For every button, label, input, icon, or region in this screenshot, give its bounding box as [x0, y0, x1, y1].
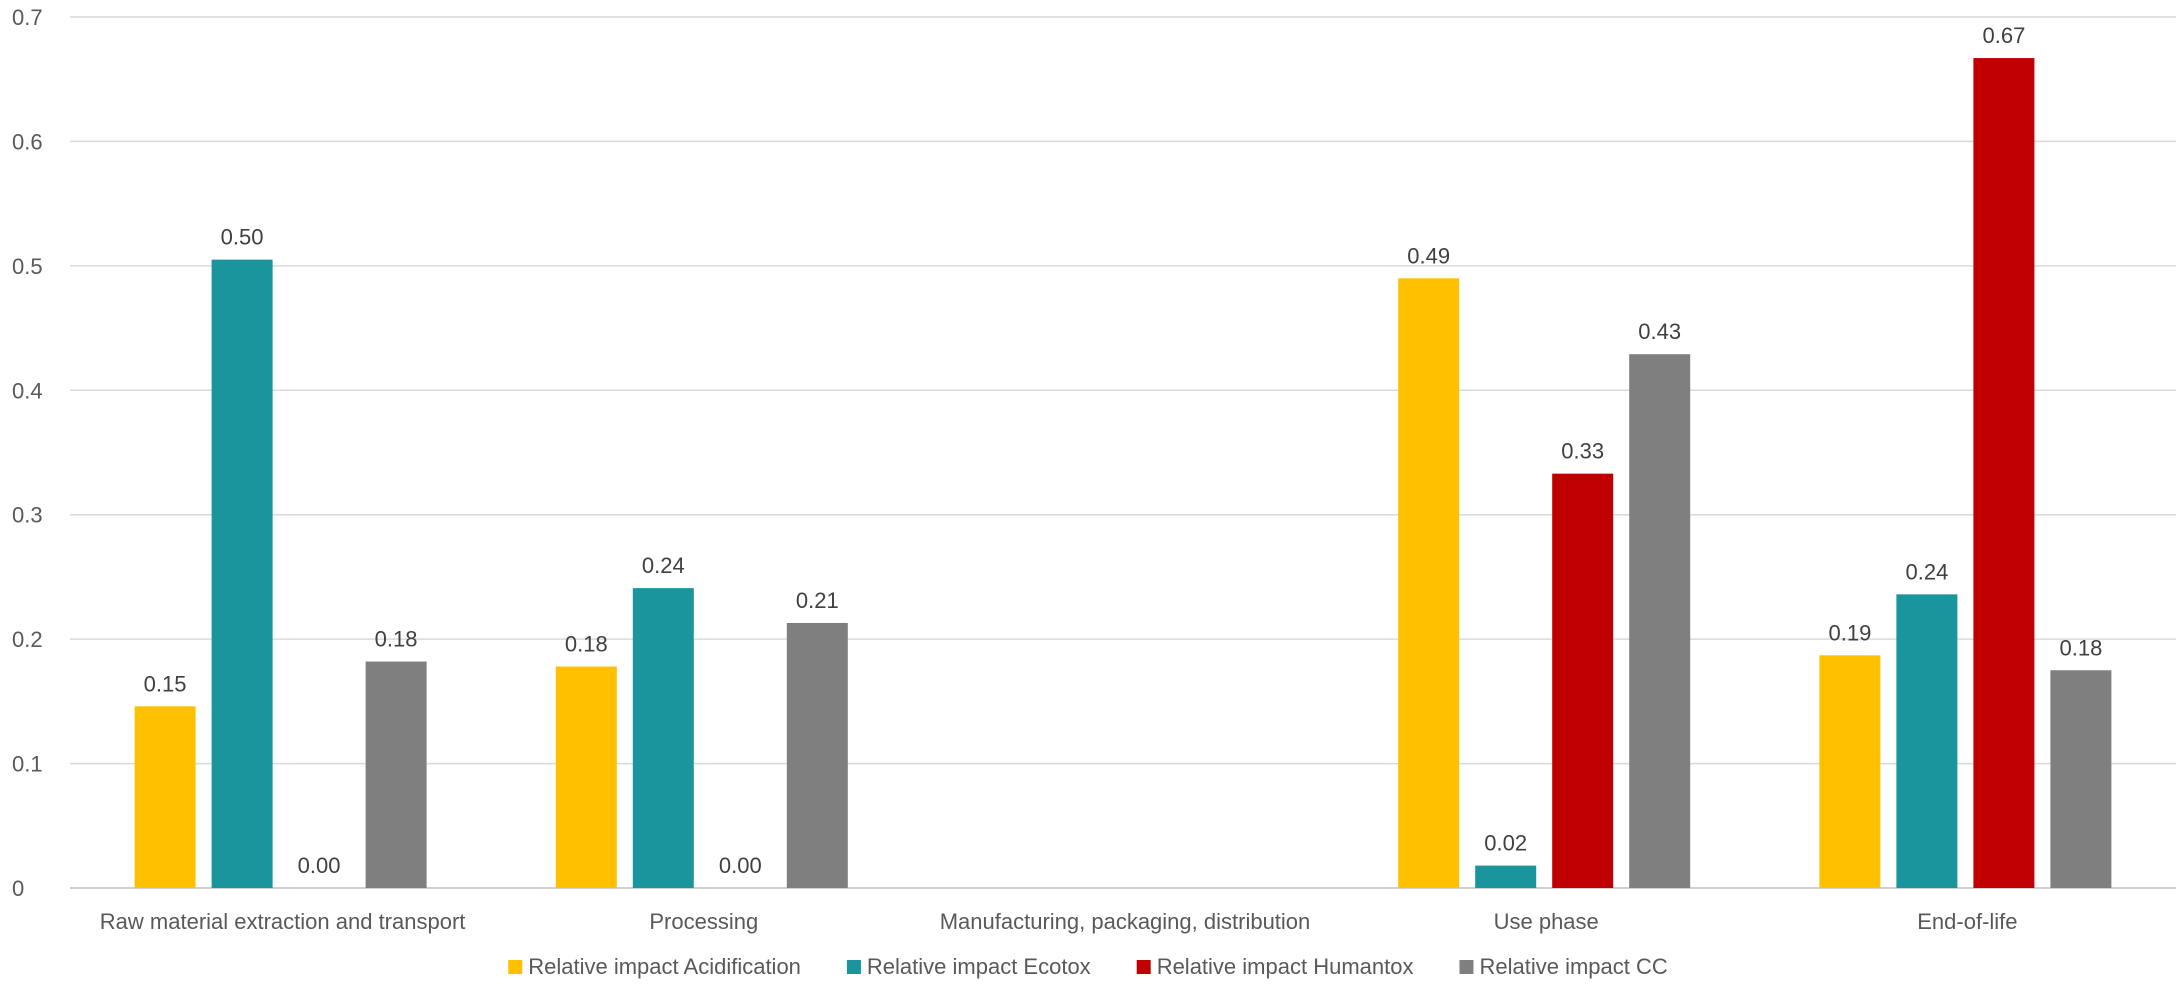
- bars: [134, 58, 2112, 889]
- data-label: 0.24: [642, 553, 685, 578]
- data-label: 0.50: [221, 225, 264, 250]
- bar: [555, 666, 617, 888]
- data-label: 0.18: [2059, 635, 2102, 660]
- bar: [1552, 473, 1614, 888]
- y-tick-label: 0.7: [12, 5, 43, 30]
- y-tick-label: 0: [12, 876, 24, 901]
- data-label: 0.02: [1484, 831, 1527, 856]
- x-category-label: Processing: [649, 909, 758, 934]
- legend-item: Relative impact Ecotox: [846, 954, 1091, 979]
- bar: [1819, 655, 1881, 888]
- bar: [1398, 278, 1460, 888]
- legend-swatch: [1136, 960, 1151, 974]
- data-label: 0.49: [1407, 243, 1450, 268]
- legend-item: Relative impact Acidification: [508, 954, 801, 979]
- bar: [786, 622, 848, 888]
- y-tick-label: 0.6: [12, 129, 43, 154]
- bar: [365, 661, 427, 888]
- y-tick-label: 0.3: [12, 503, 43, 528]
- data-label: 0.00: [719, 853, 762, 878]
- legend-swatch: [1459, 960, 1474, 974]
- legend-label: Relative impact Acidification: [528, 954, 801, 979]
- x-category-label: Raw material extraction and transport: [100, 909, 466, 934]
- bar: [1896, 594, 1958, 888]
- bar: [211, 259, 273, 888]
- y-tick-label: 0.2: [12, 627, 43, 652]
- legend-label: Relative impact CC: [1479, 954, 1667, 979]
- bar: [1475, 865, 1537, 888]
- bar: [1629, 354, 1691, 888]
- x-category-label: Use phase: [1494, 909, 1599, 934]
- legend-item: Relative impact Humantox: [1136, 954, 1414, 979]
- x-category-label: Manufacturing, packaging, distribution: [940, 909, 1311, 934]
- legend-swatch: [846, 960, 861, 974]
- data-label: 0.67: [1982, 23, 2025, 48]
- legend-label: Relative impact Humantox: [1157, 954, 1414, 979]
- data-labels: 0.15 0.50 0.00 0.18 0.18 0.24 0.00 0.21 0.49 0.02…: [144, 23, 2103, 878]
- legend-item: Relative impact CC: [1459, 954, 1668, 979]
- data-label: 0.21: [796, 588, 839, 613]
- bar: [134, 706, 196, 888]
- y-tick-label: 0.1: [12, 752, 43, 777]
- y-tick-label: 0.5: [12, 254, 43, 279]
- data-label: 0.19: [1828, 620, 1871, 645]
- data-label: 0.18: [375, 627, 418, 652]
- legend-label: Relative impact Ecotox: [867, 954, 1091, 979]
- data-label: 0.24: [1905, 559, 1948, 584]
- y-tick-label: 0.4: [12, 378, 43, 403]
- bar: [2050, 670, 2112, 888]
- x-category-label: End-of-life: [1917, 909, 2017, 934]
- data-label: 0.43: [1638, 319, 1681, 344]
- bar: [632, 588, 694, 888]
- y-axis-ticks: 0 0.1 0.2 0.3 0.4 0.5 0.6 0.7: [12, 5, 43, 901]
- legend: Relative impact Acidification Relative im…: [508, 954, 1668, 979]
- data-label: 0.15: [144, 671, 187, 696]
- x-axis-categories: Raw material extraction and transport Pro…: [100, 909, 2018, 934]
- legend-swatch: [508, 960, 523, 974]
- data-label: 0.18: [565, 632, 608, 657]
- data-label: 0.00: [298, 853, 341, 878]
- bar: [1973, 58, 2035, 889]
- data-label: 0.33: [1561, 439, 1604, 464]
